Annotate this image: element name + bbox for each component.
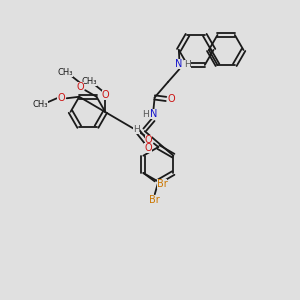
Text: Br: Br [157,179,167,189]
Text: H: H [184,59,191,68]
Text: O: O [168,94,175,104]
Text: CH₃: CH₃ [57,68,73,77]
Text: Br: Br [149,195,160,205]
Text: O: O [102,90,110,100]
Text: H: H [133,125,140,134]
Text: N: N [175,59,182,69]
Text: H: H [142,110,148,119]
Text: O: O [144,142,152,153]
Text: O: O [76,82,84,92]
Text: CH₃: CH₃ [33,100,48,109]
Text: O: O [145,135,152,145]
Text: CH₃: CH₃ [81,77,97,86]
Text: O: O [58,93,65,103]
Text: N: N [150,110,158,119]
